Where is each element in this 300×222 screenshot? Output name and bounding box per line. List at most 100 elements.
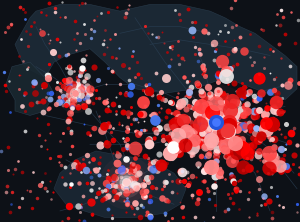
Point: [217, 64, 222, 68]
Point: [148, 163, 153, 166]
Point: [213, 180, 218, 184]
Point: [272, 167, 277, 171]
Point: [44, 13, 49, 17]
Point: [117, 192, 122, 195]
Point: [214, 120, 218, 124]
Point: [224, 154, 228, 158]
Point: [106, 121, 110, 124]
Point: [212, 106, 217, 110]
Point: [166, 153, 170, 156]
Point: [212, 129, 216, 133]
Point: [85, 181, 89, 185]
Point: [186, 184, 191, 187]
Point: [165, 162, 170, 165]
Point: [234, 127, 239, 131]
Point: [214, 147, 219, 151]
Point: [199, 109, 204, 112]
Point: [89, 92, 94, 95]
Point: [136, 73, 141, 76]
Point: [83, 168, 88, 172]
Point: [225, 207, 230, 211]
Point: [85, 109, 90, 112]
Point: [177, 180, 182, 183]
Point: [177, 116, 182, 120]
Point: [181, 215, 185, 219]
Point: [269, 210, 274, 214]
Point: [244, 145, 249, 148]
Point: [294, 210, 299, 214]
Point: [256, 76, 261, 80]
Point: [21, 94, 26, 97]
Point: [168, 46, 173, 49]
Point: [182, 99, 186, 103]
Point: [78, 84, 83, 87]
Point: [202, 155, 207, 159]
Point: [177, 152, 182, 155]
Point: [139, 112, 143, 116]
Point: [278, 132, 283, 136]
Point: [270, 49, 275, 53]
Point: [266, 171, 270, 174]
Point: [186, 93, 191, 97]
Point: [44, 147, 49, 151]
Point: [108, 109, 112, 113]
Point: [185, 80, 190, 84]
Point: [151, 113, 156, 117]
Point: [93, 168, 98, 172]
Point: [226, 118, 231, 122]
Point: [175, 191, 179, 195]
Point: [114, 5, 119, 9]
Point: [124, 137, 129, 141]
Point: [117, 192, 122, 196]
Point: [277, 111, 282, 114]
Point: [75, 82, 80, 85]
Point: [124, 180, 128, 184]
Point: [197, 122, 202, 126]
Point: [184, 133, 189, 137]
Point: [188, 85, 193, 89]
Point: [272, 78, 276, 81]
Point: [33, 91, 38, 95]
Point: [107, 184, 112, 187]
Point: [183, 184, 188, 188]
Point: [141, 184, 146, 187]
Point: [127, 172, 132, 175]
Point: [250, 149, 255, 153]
Point: [203, 144, 208, 147]
Point: [67, 84, 72, 88]
Point: [261, 66, 266, 69]
Point: [248, 89, 253, 93]
Point: [190, 152, 194, 155]
Point: [241, 113, 246, 117]
Point: [65, 93, 70, 97]
Point: [211, 159, 216, 162]
Point: [273, 75, 278, 79]
Point: [268, 138, 273, 142]
Point: [175, 103, 180, 107]
Point: [274, 23, 278, 27]
Point: [132, 146, 137, 150]
Point: [228, 108, 232, 111]
Point: [114, 112, 118, 115]
Point: [279, 56, 284, 59]
Point: [186, 124, 191, 128]
Point: [90, 87, 94, 91]
Point: [175, 111, 180, 115]
Point: [294, 143, 299, 146]
Point: [200, 126, 205, 130]
Point: [193, 46, 198, 49]
Point: [146, 138, 151, 141]
Point: [86, 160, 91, 163]
Point: [266, 128, 270, 131]
Point: [215, 94, 220, 97]
Point: [22, 91, 27, 95]
Point: [35, 116, 40, 119]
Point: [239, 113, 244, 117]
Point: [240, 124, 245, 128]
Point: [292, 41, 297, 45]
Point: [225, 82, 230, 85]
Point: [199, 119, 204, 122]
Point: [105, 184, 110, 188]
Point: [174, 122, 179, 126]
Point: [132, 168, 137, 172]
